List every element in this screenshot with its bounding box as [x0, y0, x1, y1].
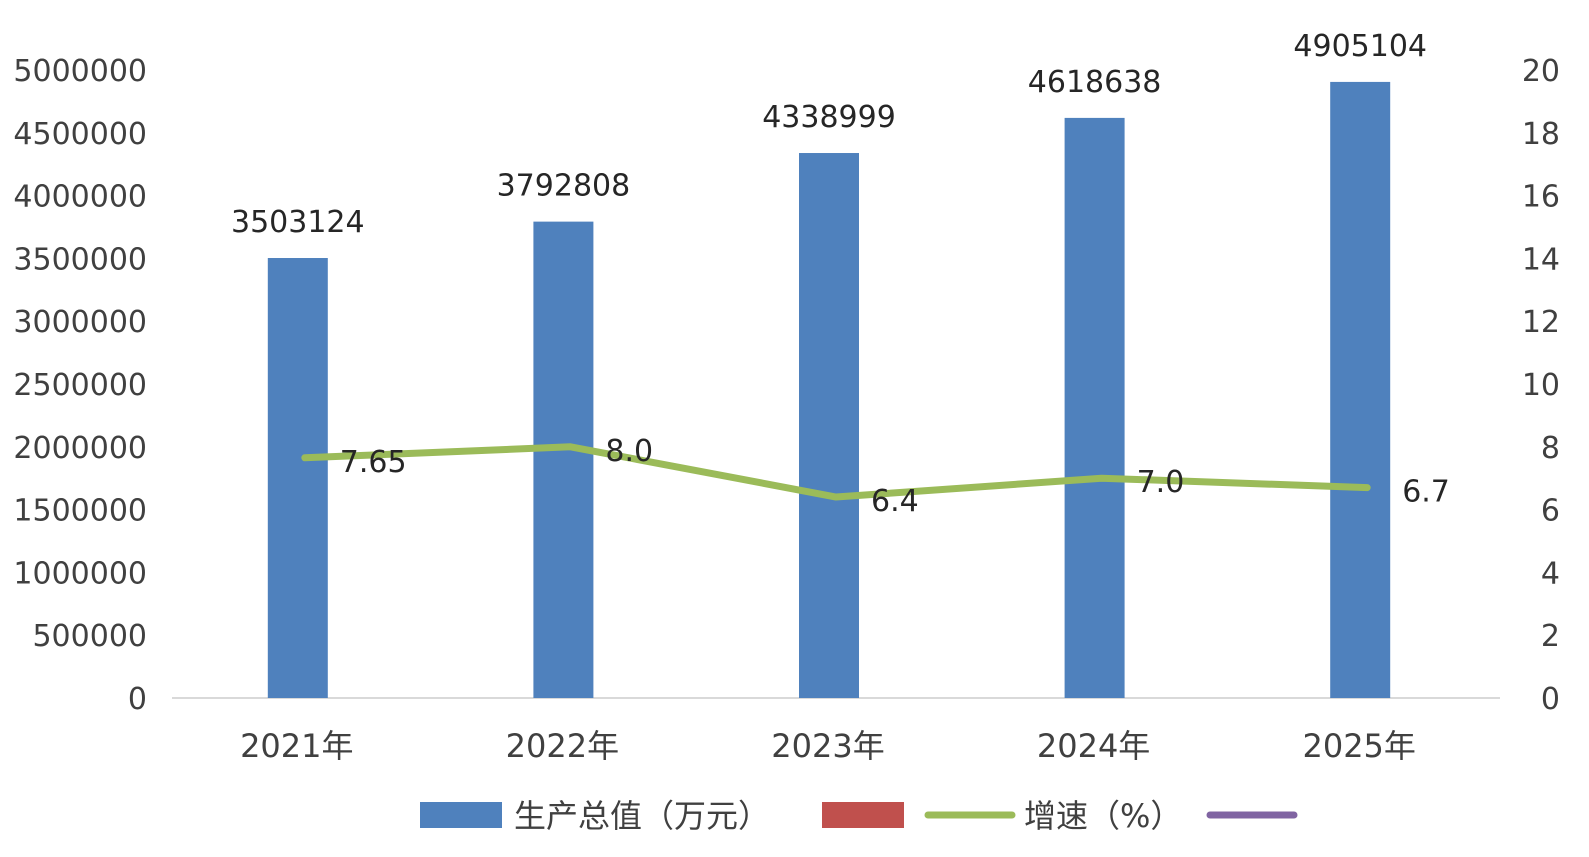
line-data-label: 6.7 [1402, 475, 1450, 510]
x-axis-tick-label: 2022年 [506, 727, 619, 765]
bar-2025年 [1330, 81, 1391, 698]
bar-data-label: 3503124 [231, 205, 365, 240]
bar-series: 3503124 3792808 4338999 4618638 4905104 [231, 29, 1427, 699]
right-axis-tick-label: 2 [1541, 619, 1560, 654]
right-axis-tick-label: 18 [1522, 117, 1560, 152]
left-axis-tick-label: 2500000 [13, 368, 147, 403]
x-axis-tick-label: 2021年 [240, 727, 353, 765]
bar-data-label: 4905104 [1293, 29, 1427, 64]
legend-label-gdp: 生产总值（万元） [514, 797, 770, 835]
right-axis-tick-label: 10 [1522, 368, 1560, 403]
x-axis-tick-label: 2023年 [771, 727, 884, 765]
line-data-label: 8.0 [605, 434, 653, 469]
line-series: 7.65 8.0 6.4 7.0 6.7 [301, 434, 1450, 519]
left-axis-tick-label: 0 [128, 682, 147, 717]
legend: 生产总值（万元） 增速（%） [420, 797, 1298, 835]
bar-data-label: 3792808 [497, 169, 631, 204]
left-axis-tick-label: 4000000 [13, 180, 147, 215]
line-data-label: 6.4 [871, 484, 919, 519]
bar-data-label: 4618638 [1028, 65, 1162, 100]
left-axis-tick-label: 500000 [32, 619, 147, 654]
left-axis-tick-label: 2000000 [13, 431, 147, 466]
bar-2023年 [799, 153, 859, 698]
left-axis-tick-label: 1000000 [13, 556, 147, 591]
left-axis-tick-label: 5000000 [13, 54, 147, 89]
left-axis-ticks: 0 500000 1000000 1500000 2000000 2500000 30000… [13, 54, 147, 717]
right-axis-tick-label: 6 [1541, 494, 1560, 529]
right-axis-tick-label: 20 [1522, 54, 1560, 89]
line-data-label: 7.65 [340, 445, 407, 480]
bar-data-label: 4338999 [762, 100, 896, 135]
right-axis-ticks: 0 2 4 6 8 10 12 14 16 18 20 [1522, 54, 1560, 717]
x-axis-tick-label: 2024年 [1037, 727, 1150, 765]
bar-2024年 [1064, 117, 1125, 699]
left-axis-tick-label: 3000000 [13, 305, 147, 340]
right-axis-tick-label: 4 [1541, 556, 1560, 591]
right-axis-tick-label: 12 [1522, 305, 1560, 340]
growth-line [301, 443, 1371, 501]
right-axis-tick-label: 8 [1541, 431, 1560, 466]
left-axis-tick-label: 4500000 [13, 117, 147, 152]
x-axis-tick-label: 2025年 [1302, 727, 1415, 765]
bar-2022年 [533, 221, 594, 698]
left-axis-tick-label: 1500000 [13, 494, 147, 529]
right-axis-tick-label: 0 [1541, 682, 1560, 717]
legend-swatch-red [822, 802, 904, 828]
right-axis-tick-label: 16 [1522, 180, 1560, 215]
legend-label-growth: 增速（%） [1024, 797, 1182, 835]
line-data-label: 7.0 [1137, 465, 1185, 500]
right-axis-tick-label: 14 [1522, 242, 1560, 277]
bar-2021年 [267, 258, 328, 698]
x-axis-ticks: 2021年 2022年 2023年 2024年 2025年 [240, 727, 1416, 765]
left-axis-tick-label: 3500000 [13, 242, 147, 277]
legend-swatch-bar [420, 802, 502, 828]
